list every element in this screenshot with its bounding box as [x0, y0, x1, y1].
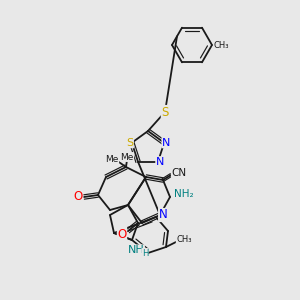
Text: CH₃: CH₃	[213, 40, 229, 50]
Text: Me: Me	[120, 152, 134, 161]
Text: CN: CN	[171, 168, 187, 178]
Text: NH₂: NH₂	[174, 189, 194, 199]
Text: N: N	[162, 138, 170, 148]
Text: O: O	[117, 227, 127, 241]
Text: H: H	[142, 248, 148, 257]
Text: CH₃: CH₃	[176, 236, 192, 244]
Text: S: S	[126, 138, 134, 148]
Text: N: N	[156, 157, 164, 167]
Text: NH: NH	[128, 245, 144, 255]
Text: N: N	[159, 208, 167, 221]
Text: Me: Me	[105, 154, 119, 164]
Text: S: S	[161, 106, 169, 118]
Text: O: O	[74, 190, 82, 203]
